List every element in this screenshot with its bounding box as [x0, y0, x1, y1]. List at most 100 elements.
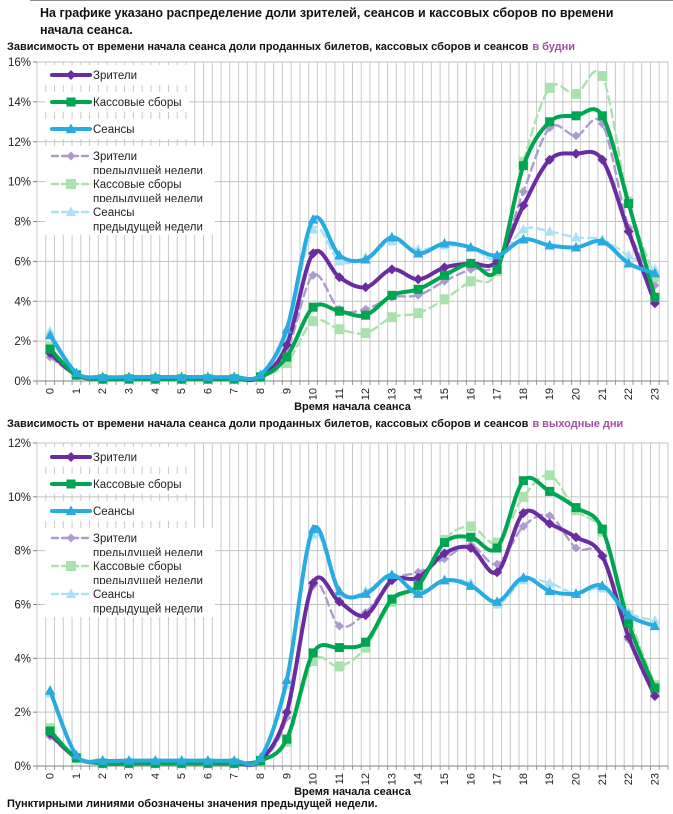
weekday-subtitle-text: Зависимость от времени начала сеанса дол…	[7, 41, 529, 53]
svg-text:Время начала сеанса: Время начала сеанса	[294, 786, 412, 798]
svg-text:1: 1	[71, 388, 83, 394]
x-axis-labels: 0 1 2 3 4 5 6 7 8 9 10 11 12 13 14 15 16 17 18 19 20 21 22 23	[45, 388, 662, 400]
svg-text:Зрители: Зрители	[93, 70, 137, 82]
svg-text:14: 14	[413, 388, 425, 400]
svg-text:2: 2	[97, 773, 109, 779]
svg-text:18: 18	[518, 388, 530, 400]
svg-text:4%: 4%	[14, 296, 31, 308]
svg-text:15: 15	[439, 388, 451, 400]
svg-text:6%: 6%	[14, 600, 31, 612]
weekday-chart: 0%2%4%6%8%10%12%14%16%0 1 2 3 4 5 6 7 8 9 10 11 12 13…	[8, 57, 669, 413]
legend-item-3: Сеансы	[45, 119, 189, 139]
svg-text:10: 10	[308, 773, 320, 785]
series-triangle	[44, 523, 661, 767]
legend-item-1: Зрители	[45, 65, 189, 85]
page-title: На графике указано распределение доли зр…	[40, 6, 614, 37]
svg-text:14: 14	[413, 773, 425, 785]
legend-item-6: Сеансы предыдущей недели	[45, 202, 215, 235]
svg-text:0: 0	[45, 773, 57, 779]
svg-text:5: 5	[176, 388, 188, 394]
svg-text:16: 16	[465, 773, 477, 785]
svg-text:2%: 2%	[14, 707, 31, 719]
weekday-chart-subtitle: Зависимость от времени начала сеанса дол…	[7, 41, 667, 53]
legend-item-2: Кассовые сборы	[45, 474, 189, 494]
svg-text:8%: 8%	[14, 217, 31, 229]
svg-text:8: 8	[255, 773, 267, 779]
svg-text:21: 21	[597, 773, 609, 785]
svg-text:16: 16	[465, 388, 477, 400]
svg-text:9: 9	[281, 773, 293, 779]
svg-text:6: 6	[202, 388, 214, 394]
svg-text:12%: 12%	[8, 438, 31, 450]
svg-text:17: 17	[492, 773, 504, 785]
svg-text:8%: 8%	[14, 546, 31, 558]
svg-text:20: 20	[571, 773, 583, 785]
weekday-subtitle-highlight: в будни	[532, 41, 576, 53]
svg-text:3: 3	[124, 388, 136, 394]
svg-text:0%: 0%	[14, 761, 31, 773]
legend: Зрители Кассовые сборы Сеансы Зрители предыд…	[45, 447, 215, 617]
svg-text:10%: 10%	[8, 492, 31, 504]
svg-text:0%: 0%	[14, 376, 31, 388]
svg-text:Кассовые сборы: Кассовые сборы	[93, 179, 181, 191]
svg-text:1: 1	[71, 773, 83, 779]
svg-text:9: 9	[281, 388, 293, 394]
x-axis-labels: 0 1 2 3 4 5 6 7 8 9 10 11 12 13 14 15 16 17 18 19 20 21 22 23	[45, 773, 662, 785]
svg-text:11: 11	[334, 388, 346, 399]
svg-text:Кассовые сборы: Кассовые сборы	[93, 479, 181, 491]
svg-text:19: 19	[544, 388, 556, 400]
svg-text:10: 10	[308, 388, 320, 400]
svg-text:0: 0	[45, 388, 57, 394]
x-axis-title: Время начала сеанса	[294, 786, 412, 798]
top-divider	[30, 0, 673, 1]
svg-text:Сеансы: Сеансы	[93, 506, 134, 518]
svg-text:23: 23	[649, 388, 661, 400]
svg-text:предыдущей недели: предыдущей недели	[93, 604, 203, 616]
svg-text:2%: 2%	[14, 336, 31, 348]
legend-item-1: Зрители	[45, 447, 189, 467]
svg-text:12: 12	[360, 773, 372, 785]
svg-text:4: 4	[150, 773, 162, 779]
svg-text:Сеансы: Сеансы	[93, 589, 134, 601]
legend-item-6: Сеансы предыдущей недели	[45, 584, 215, 617]
svg-text:19: 19	[544, 773, 556, 785]
weekend-chart-subtitle: Зависимость от времени начала сеанса дол…	[7, 418, 667, 430]
svg-text:7: 7	[229, 773, 241, 779]
svg-text:7: 7	[229, 388, 241, 394]
svg-text:4: 4	[150, 388, 162, 394]
y-axis-labels: 0% 2% 4% 6% 8% 10% 12% 14% 16%	[8, 57, 37, 388]
svg-text:11: 11	[334, 773, 346, 784]
svg-text:15: 15	[439, 773, 451, 785]
svg-text:22: 22	[623, 773, 635, 785]
svg-text:16%: 16%	[8, 57, 31, 69]
footnote: Пунктирными линиями обозначены значения …	[7, 798, 378, 810]
svg-text:17: 17	[492, 388, 504, 400]
svg-text:Зрители: Зрители	[93, 452, 137, 464]
svg-text:6: 6	[202, 773, 214, 779]
svg-text:6%: 6%	[14, 256, 31, 268]
svg-text:13: 13	[386, 388, 398, 400]
weekend-subtitle-highlight: в выходные дни	[532, 418, 624, 430]
legend-item-2: Кассовые сборы	[45, 92, 189, 112]
svg-text:Сеансы: Сеансы	[93, 124, 134, 136]
y-axis-labels: 0% 2% 4% 6% 8% 10% 12%	[8, 438, 37, 773]
svg-text:Время начала сеанса: Время начала сеанса	[294, 401, 412, 413]
svg-text:18: 18	[518, 773, 530, 785]
svg-text:10%: 10%	[8, 177, 31, 189]
legend: Зрители Кассовые сборы Сеансы Зрители предыд…	[45, 65, 215, 235]
legend-item-3: Сеансы	[45, 501, 189, 521]
svg-text:4%: 4%	[14, 653, 31, 665]
svg-text:13: 13	[386, 773, 398, 785]
svg-text:Кассовые сборы: Кассовые сборы	[93, 561, 181, 573]
svg-text:23: 23	[649, 773, 661, 785]
svg-text:3: 3	[124, 773, 136, 779]
svg-text:12%: 12%	[8, 137, 31, 149]
svg-text:предыдущей недели: предыдущей недели	[93, 222, 203, 234]
svg-text:12: 12	[360, 388, 372, 400]
svg-text:2: 2	[97, 388, 109, 394]
svg-text:20: 20	[571, 388, 583, 400]
svg-text:21: 21	[597, 388, 609, 400]
svg-text:14%: 14%	[8, 97, 31, 109]
weekend-subtitle-text: Зависимость от времени начала сеанса дол…	[7, 418, 529, 430]
